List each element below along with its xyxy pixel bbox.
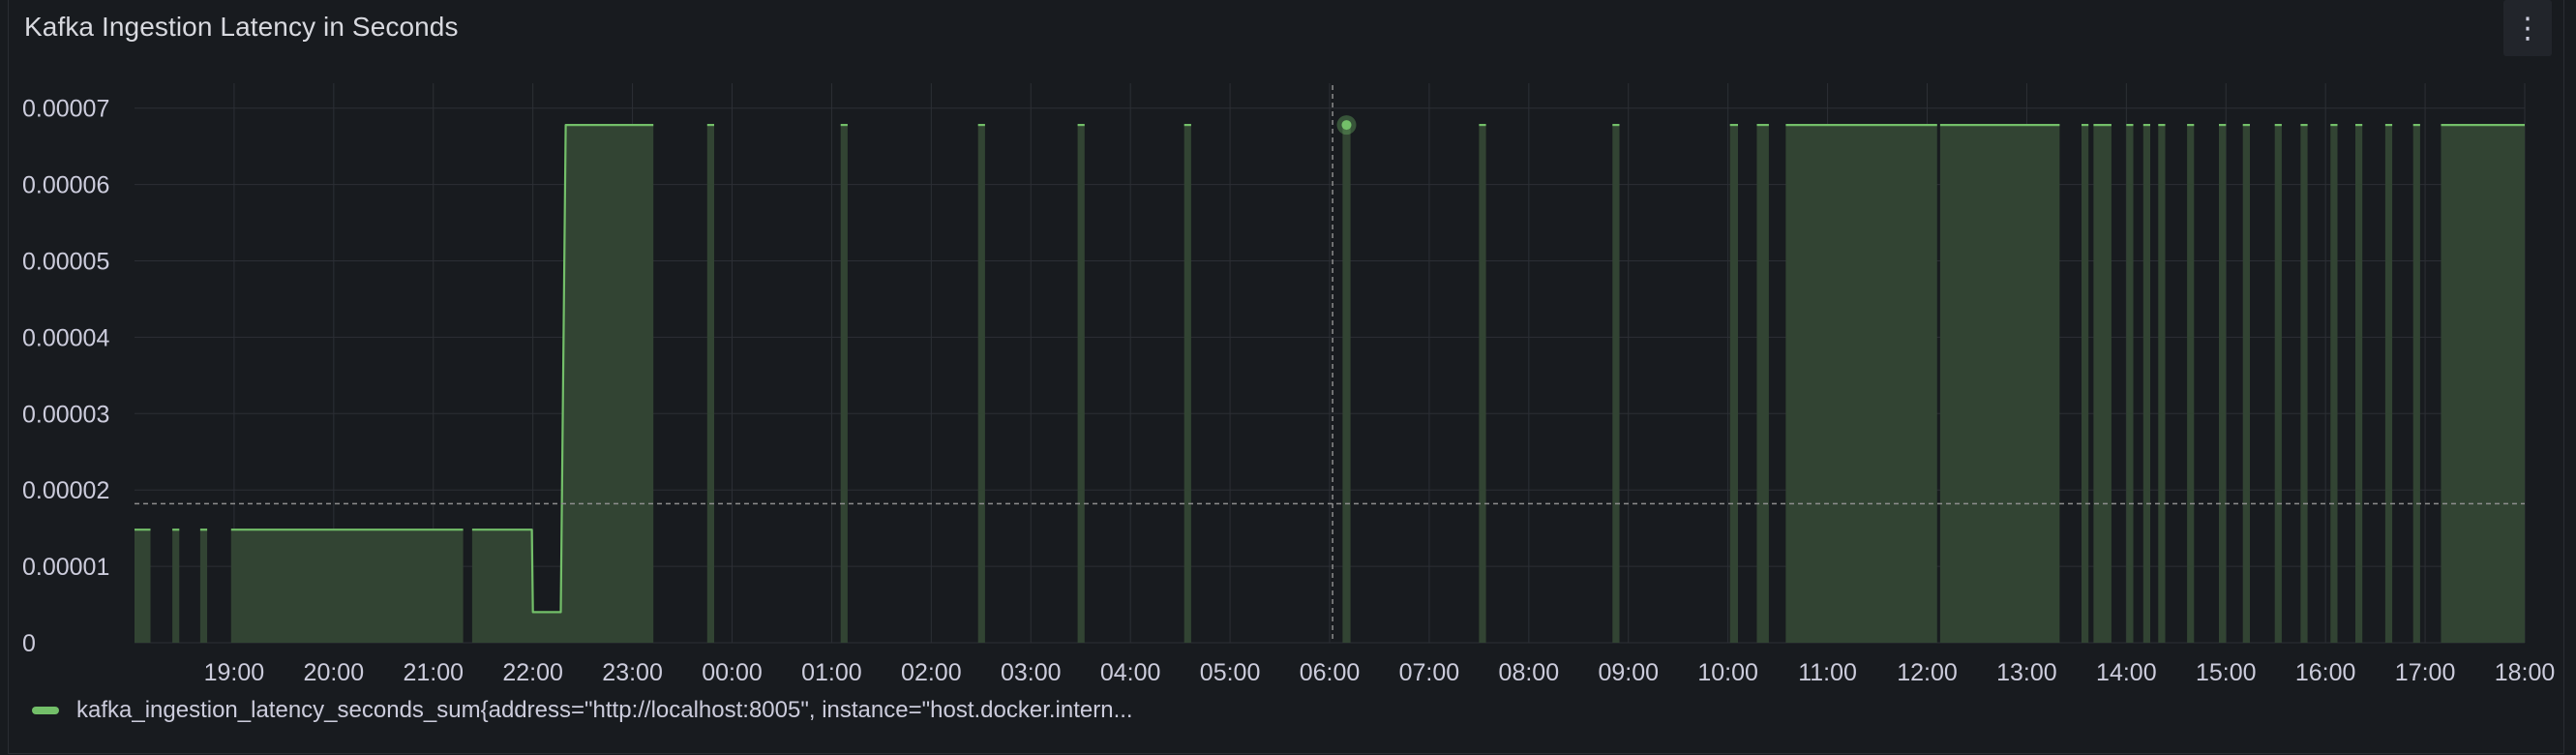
series-area bbox=[2330, 125, 2338, 644]
x-tick-label: 04:00 bbox=[1100, 659, 1161, 686]
series-area bbox=[1612, 125, 1620, 644]
vertical-dots-icon: ⋮ bbox=[2513, 12, 2542, 45]
x-axis: 19:00 20:00 21:00 22:00 23:00 00:00 01:00 02:00… bbox=[204, 659, 2556, 686]
x-tick-label: 15:00 bbox=[2196, 659, 2257, 686]
x-tick-label: 12:00 bbox=[1897, 659, 1958, 686]
series-area bbox=[706, 125, 714, 644]
legend-swatch bbox=[32, 707, 59, 714]
y-axis: 0 0.00001 0.00002 0.00003 0.00004 0.00005 0.00… bbox=[22, 96, 109, 657]
panel-title: Kafka Ingestion Latency in Seconds bbox=[24, 12, 459, 42]
x-tick-label: 16:00 bbox=[2295, 659, 2356, 686]
series-area bbox=[2384, 125, 2393, 644]
x-tick-label: 20:00 bbox=[304, 659, 365, 686]
y-tick-label: 0.00007 bbox=[22, 96, 109, 123]
chart-svg[interactable]: 0 0.00001 0.00002 0.00003 0.00004 0.00005 0.00… bbox=[9, 0, 2563, 697]
x-tick-label: 02:00 bbox=[901, 659, 962, 686]
panel: Kafka Ingestion Latency in Seconds ⋮ 0 0.… bbox=[8, 0, 2564, 754]
series-area bbox=[230, 529, 464, 643]
x-tick-label: 18:00 bbox=[2495, 659, 2556, 686]
y-tick-label: 0.00006 bbox=[22, 172, 109, 199]
series-area bbox=[199, 529, 208, 643]
series-area bbox=[1479, 125, 1486, 644]
x-tick-label: 11:00 bbox=[1798, 659, 1857, 686]
legend-item[interactable]: kafka_ingestion_latency_seconds_sum{addr… bbox=[32, 697, 1133, 724]
series-area bbox=[1785, 125, 1937, 644]
series-area bbox=[2242, 125, 2250, 644]
y-tick-label: 0.00004 bbox=[22, 324, 109, 351]
x-tick-label: 03:00 bbox=[1001, 659, 1062, 686]
x-tick-label: 09:00 bbox=[1598, 659, 1659, 686]
series-area bbox=[2142, 125, 2150, 644]
y-tick-label: 0 bbox=[22, 630, 36, 657]
series-area bbox=[2082, 125, 2089, 644]
x-tick-label: 05:00 bbox=[1200, 659, 1261, 686]
y-tick-label: 0.00005 bbox=[22, 249, 109, 276]
series-area bbox=[172, 529, 180, 643]
chart-area[interactable]: 0 0.00001 0.00002 0.00003 0.00004 0.00005 0.00… bbox=[9, 0, 2563, 697]
series-line bbox=[471, 124, 654, 614]
series-area bbox=[2441, 125, 2525, 644]
x-tick-label: 10:00 bbox=[1697, 659, 1758, 686]
series-area bbox=[2412, 125, 2420, 644]
x-tick-label: 23:00 bbox=[602, 659, 663, 686]
y-tick-label: 0.00001 bbox=[22, 554, 109, 581]
x-tick-label: 07:00 bbox=[1399, 659, 1460, 686]
series-area bbox=[1939, 125, 2060, 644]
series-area bbox=[977, 125, 985, 644]
crosshair-layer bbox=[135, 85, 2525, 643]
x-tick-label: 19:00 bbox=[204, 659, 265, 686]
x-tick-label: 21:00 bbox=[403, 659, 464, 686]
series-area bbox=[1729, 125, 1738, 644]
series-area bbox=[2219, 125, 2227, 644]
line-layer bbox=[135, 124, 2525, 614]
fill-layer bbox=[135, 125, 2525, 644]
series-area bbox=[1342, 125, 1351, 644]
series-area bbox=[840, 125, 848, 644]
x-tick-label: 14:00 bbox=[2096, 659, 2157, 686]
series-area bbox=[2274, 125, 2282, 644]
series-area bbox=[2158, 125, 2166, 644]
series-area bbox=[2355, 125, 2363, 644]
series-area bbox=[2300, 125, 2308, 644]
series-area bbox=[135, 529, 151, 643]
series-area bbox=[471, 125, 654, 644]
series-area bbox=[1077, 125, 1085, 644]
x-tick-label: 06:00 bbox=[1300, 659, 1361, 686]
x-tick-label: 13:00 bbox=[1996, 659, 2057, 686]
x-tick-label: 17:00 bbox=[2395, 659, 2456, 686]
x-tick-label: 08:00 bbox=[1499, 659, 1560, 686]
series-area bbox=[2093, 125, 2112, 644]
x-tick-label: 00:00 bbox=[702, 659, 763, 686]
x-tick-label: 22:00 bbox=[502, 659, 563, 686]
series-area bbox=[2187, 125, 2195, 644]
y-tick-label: 0.00003 bbox=[22, 401, 109, 428]
x-tick-label: 01:00 bbox=[801, 659, 862, 686]
series-area bbox=[1183, 125, 1191, 644]
y-tick-label: 0.00002 bbox=[22, 477, 109, 504]
series-area bbox=[2126, 125, 2134, 644]
hover-point bbox=[1341, 120, 1352, 131]
legend-label: kafka_ingestion_latency_seconds_sum{addr… bbox=[76, 697, 1133, 723]
panel-menu-button[interactable]: ⋮ bbox=[2503, 0, 2552, 56]
series-area bbox=[1756, 125, 1769, 644]
